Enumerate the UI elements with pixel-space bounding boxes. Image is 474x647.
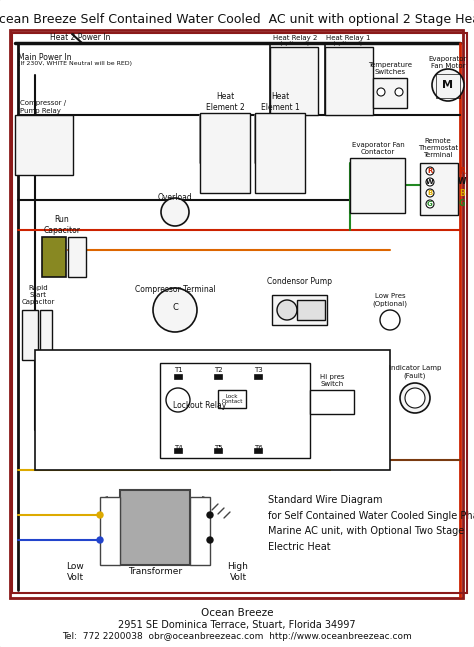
Circle shape [166, 388, 190, 412]
Circle shape [426, 178, 434, 186]
Bar [120, 490, 190, 565]
Text: Indicator Lamp
(Fault): Indicator Lamp (Fault) [389, 366, 441, 378]
Text: (optional): (optional) [280, 41, 310, 47]
Text: T5: T5 [214, 445, 222, 451]
Circle shape [405, 388, 425, 408]
Text: Compressor Terminal: Compressor Terminal [135, 285, 215, 294]
Bar [160, 363, 310, 458]
Circle shape [161, 198, 189, 226]
Text: (optional): (optional) [333, 41, 363, 47]
Bar [35, 350, 390, 470]
Bar [214, 374, 222, 379]
Text: Evaporator
Fan Motor: Evaporator Fan Motor [429, 56, 467, 69]
Circle shape [432, 69, 464, 101]
Text: T1: T1 [173, 367, 182, 373]
Bar [174, 374, 182, 379]
Bar [255, 113, 305, 193]
Bar [325, 47, 373, 115]
Text: Remote
Thermostat
Terminal: Remote Thermostat Terminal [418, 138, 458, 158]
Text: G: G [459, 199, 465, 208]
Text: R: R [459, 166, 465, 175]
Bar [218, 390, 246, 408]
Circle shape [380, 310, 400, 330]
Circle shape [426, 189, 434, 197]
Text: Low
Volt: Low Volt [66, 562, 84, 582]
Bar [350, 158, 405, 213]
Text: Compressor /
Pump Relay: Compressor / Pump Relay [20, 100, 66, 113]
Bar [12, 33, 467, 593]
Text: W: W [458, 177, 466, 186]
Bar [420, 163, 458, 215]
Circle shape [207, 512, 213, 518]
Text: T4: T4 [173, 445, 182, 451]
Text: Run
Capacitor: Run Capacitor [44, 215, 81, 235]
Text: R: R [428, 168, 433, 174]
Text: Evaporator Fan
Contactor: Evaporator Fan Contactor [352, 142, 404, 155]
Bar [10, 30, 463, 598]
Text: Ocean Breeze Self Contained Water Cooled  AC unit with optional 2 Stage Heat: Ocean Breeze Self Contained Water Cooled… [0, 13, 474, 26]
Text: Heat Relay 1: Heat Relay 1 [326, 35, 370, 41]
Text: Tel:  772 2200038  obr@oceanbreezeac.com  http://www.oceanbreezeac.com: Tel: 772 2200038 obr@oceanbreezeac.com h… [62, 632, 412, 641]
Bar [15, 115, 73, 175]
Text: Heat
Element 2: Heat Element 2 [206, 93, 245, 112]
Circle shape [97, 537, 103, 543]
Text: Standard Wire Diagram
for Self Contained Water Cooled Single Phase
Marine AC uni: Standard Wire Diagram for Self Contained… [268, 495, 474, 552]
Text: Heat
Element 1: Heat Element 1 [261, 93, 300, 112]
Text: Ocean Breeze: Ocean Breeze [201, 608, 273, 618]
Bar [190, 497, 210, 565]
Text: Transformer: Transformer [128, 567, 182, 576]
Circle shape [426, 167, 434, 175]
Text: T2: T2 [214, 367, 222, 373]
Bar [297, 300, 325, 320]
Bar [40, 310, 52, 360]
Text: B: B [428, 190, 433, 196]
Text: Low Pres
(Optional): Low Pres (Optional) [373, 293, 408, 307]
Text: (If 230V, WHITE Neutral will be RED): (If 230V, WHITE Neutral will be RED) [18, 61, 132, 66]
Circle shape [395, 88, 403, 96]
Text: Lock
Contact: Lock Contact [221, 393, 243, 404]
Circle shape [153, 288, 197, 332]
Bar [254, 374, 262, 379]
Bar [68, 237, 86, 277]
Bar [310, 390, 354, 414]
Circle shape [377, 88, 385, 96]
Text: M: M [443, 80, 454, 90]
Text: High
Volt: High Volt [228, 562, 248, 582]
Text: 2951 SE Dominica Terrace, Stuart, Florida 34997: 2951 SE Dominica Terrace, Stuart, Florid… [118, 620, 356, 630]
Text: Heat 2 Power In: Heat 2 Power In [50, 34, 110, 43]
Text: W: W [426, 179, 434, 185]
Text: Heat Relay 2: Heat Relay 2 [273, 35, 317, 41]
Bar [272, 295, 327, 325]
Bar [174, 448, 182, 453]
Bar [200, 113, 250, 193]
Circle shape [97, 512, 103, 518]
Bar [254, 448, 262, 453]
Text: Lockout Relay: Lockout Relay [173, 400, 227, 410]
Text: Main Power In: Main Power In [18, 53, 72, 62]
Bar [42, 237, 66, 277]
Bar [214, 448, 222, 453]
Text: Condensor Pump: Condensor Pump [267, 278, 332, 287]
Text: Hi pres
Switch: Hi pres Switch [320, 373, 344, 386]
Text: Rapid
Start
Capacitor: Rapid Start Capacitor [21, 285, 55, 305]
Bar [270, 47, 318, 115]
Circle shape [400, 383, 430, 413]
Text: G: G [427, 201, 433, 207]
Circle shape [207, 537, 213, 543]
Text: T3: T3 [254, 367, 263, 373]
Text: C: C [172, 303, 178, 313]
Text: Overload: Overload [158, 193, 192, 201]
Text: T6: T6 [254, 445, 263, 451]
Circle shape [426, 200, 434, 208]
Text: B: B [459, 188, 465, 197]
Text: Temperature
Switches: Temperature Switches [368, 61, 412, 74]
Circle shape [277, 300, 297, 320]
Bar [22, 310, 38, 360]
Bar [436, 74, 460, 98]
Bar [373, 78, 407, 108]
Bar [100, 497, 120, 565]
